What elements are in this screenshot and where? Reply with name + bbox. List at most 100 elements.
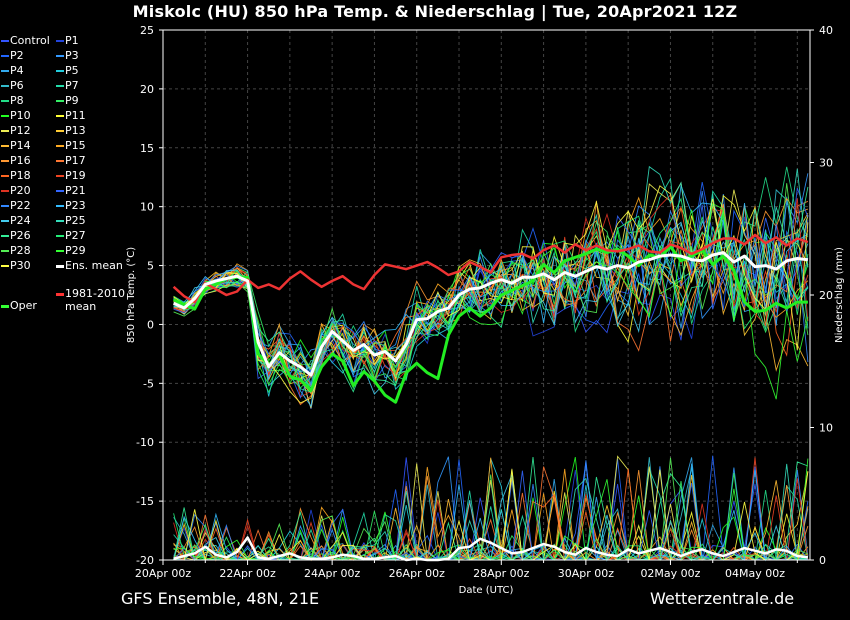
legend-entry: P22 bbox=[1, 199, 31, 212]
legend-entry: P14 bbox=[1, 139, 31, 152]
main-series bbox=[172, 233, 809, 562]
legend-swatch bbox=[56, 40, 64, 42]
legend-label: P16 bbox=[10, 154, 31, 167]
legend-entry: P10 bbox=[1, 109, 31, 122]
legend-entry: P27 bbox=[56, 229, 86, 242]
legend-swatch bbox=[1, 70, 9, 72]
footer-site: Wetterzentrale.de bbox=[650, 589, 795, 608]
y2-tick-label: 30 bbox=[819, 157, 833, 170]
legend-label: Ens. mean bbox=[65, 259, 123, 272]
legend-entry: P2 bbox=[1, 49, 24, 62]
legend-label: P23 bbox=[65, 199, 86, 212]
legend-label: P9 bbox=[65, 94, 79, 107]
legend-swatch bbox=[56, 55, 64, 57]
member-temp-line bbox=[173, 197, 809, 394]
legend-swatch bbox=[1, 265, 9, 267]
legend-swatch bbox=[56, 160, 64, 162]
legend: Control P1 P2 P3 P4 P5 P6 P7 P8 P9 P10 P11 P12 P13 P14… bbox=[0, 34, 130, 324]
legend-label: P22 bbox=[10, 199, 31, 212]
legend-entry: P29 bbox=[56, 244, 86, 257]
legend-entry: P28 bbox=[1, 244, 31, 257]
legend-label: P8 bbox=[10, 94, 24, 107]
legend-entry: P16 bbox=[1, 154, 31, 167]
y2-axis-label: Niederschlag (mm) bbox=[834, 247, 845, 343]
legend-entry: P11 bbox=[56, 109, 86, 122]
legend-entry: P12 bbox=[1, 124, 31, 137]
legend-entry: P18 bbox=[1, 169, 31, 182]
legend-swatch bbox=[56, 115, 64, 117]
legend-swatch bbox=[56, 250, 64, 252]
legend-label: P17 bbox=[65, 154, 86, 167]
legend-entry: P19 bbox=[56, 169, 86, 182]
legend-swatch bbox=[56, 100, 64, 102]
legend-swatch bbox=[56, 235, 64, 237]
legend-swatch bbox=[1, 190, 9, 192]
y2-tick-label: 10 bbox=[819, 422, 833, 435]
member-temp-line bbox=[173, 186, 809, 393]
legend-entry: P30 bbox=[1, 259, 31, 272]
legend-label: P18 bbox=[10, 169, 31, 182]
legend-entry: P7 bbox=[56, 79, 79, 92]
legend-label: P10 bbox=[10, 109, 31, 122]
legend-label: P29 bbox=[65, 244, 86, 257]
legend-label: P3 bbox=[65, 49, 79, 62]
legend-swatch bbox=[1, 130, 9, 132]
legend-entry: P3 bbox=[56, 49, 79, 62]
member-temp-line bbox=[173, 203, 809, 400]
legend-entry: P17 bbox=[56, 154, 86, 167]
legend-label: Oper bbox=[10, 299, 37, 312]
footer-model-info: GFS Ensemble, 48N, 21E bbox=[121, 589, 320, 608]
legend-swatch bbox=[56, 205, 64, 207]
y-tick-label: 25 bbox=[140, 24, 154, 37]
legend-label: Control bbox=[10, 34, 50, 47]
legend-entry: P8 bbox=[1, 94, 24, 107]
legend-label: P13 bbox=[65, 124, 86, 137]
legend-entry: P24 bbox=[1, 214, 31, 227]
legend-swatch bbox=[1, 175, 9, 177]
legend-swatch bbox=[1, 115, 9, 117]
y-tick-label: 5 bbox=[147, 260, 154, 273]
legend-entry: P5 bbox=[56, 64, 79, 77]
x-tick-label: 28Apr 00z bbox=[473, 567, 530, 580]
legend-entry: 1981-2010 mean bbox=[56, 287, 129, 313]
chart-title: Miskolc (HU) 850 hPa Temp. & Niederschla… bbox=[132, 2, 738, 21]
member-temp-line bbox=[173, 185, 809, 404]
legend-swatch bbox=[1, 205, 9, 207]
legend-label: P26 bbox=[10, 229, 31, 242]
legend-label: P15 bbox=[65, 139, 86, 152]
y-tick-label: 20 bbox=[140, 83, 154, 96]
legend-entry: P6 bbox=[1, 79, 24, 92]
y2-tick-label: 40 bbox=[819, 24, 833, 37]
legend-swatch bbox=[1, 220, 9, 222]
ens-mean-precip-line bbox=[173, 536, 809, 562]
y-axis-label: 850 hPa Temp. (°C) bbox=[126, 247, 137, 343]
legend-swatch bbox=[1, 235, 9, 237]
member-temp-line bbox=[173, 194, 809, 398]
legend-swatch bbox=[56, 220, 64, 222]
legend-swatch bbox=[1, 85, 9, 87]
legend-label: P30 bbox=[10, 259, 31, 272]
y-tick-label: -5 bbox=[143, 377, 154, 390]
legend-entry: P26 bbox=[1, 229, 31, 242]
member-temp-line bbox=[173, 190, 809, 386]
legend-swatch bbox=[56, 70, 64, 72]
x-tick-label: 04May 00z bbox=[725, 567, 785, 580]
y-tick-label: -20 bbox=[136, 554, 154, 567]
legend-swatch bbox=[56, 130, 64, 132]
legend-entry: Control bbox=[1, 34, 50, 47]
legend-swatch bbox=[1, 40, 9, 42]
x-tick-label: 20Apr 00z bbox=[135, 567, 192, 580]
legend-entry: Ens. mean bbox=[56, 259, 123, 272]
legend-swatch bbox=[56, 190, 64, 192]
legend-entry: P13 bbox=[56, 124, 86, 137]
x-tick-label: 24Apr 00z bbox=[304, 567, 361, 580]
legend-label: P25 bbox=[65, 214, 86, 227]
x-tick-label: 22Apr 00z bbox=[219, 567, 276, 580]
legend-label: P24 bbox=[10, 214, 31, 227]
legend-swatch bbox=[56, 264, 64, 268]
legend-swatch bbox=[1, 145, 9, 147]
legend-label: P19 bbox=[65, 169, 86, 182]
legend-entry: Oper bbox=[1, 299, 37, 312]
y-tick-label: 0 bbox=[147, 318, 154, 331]
